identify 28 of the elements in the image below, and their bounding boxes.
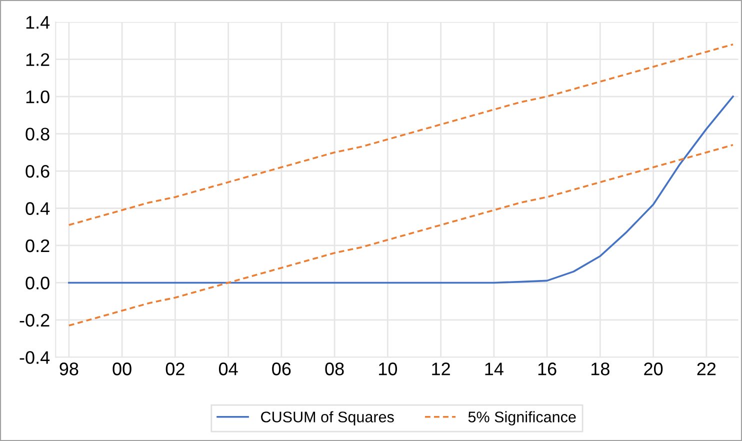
- line-series: [68, 144, 734, 326]
- y-tick-label: 0.2: [26, 239, 50, 252]
- x-tick-label: 00: [112, 362, 132, 376]
- x-tick-label: 02: [166, 362, 184, 376]
- x-tick-label: 04: [218, 362, 238, 376]
- x-tick-label: 18: [592, 362, 610, 376]
- x-tick-label: 22: [697, 362, 716, 376]
- x-tick-label: 20: [644, 362, 663, 376]
- legend-label: 5% Significance: [468, 411, 576, 426]
- x-tick-label: 12: [432, 362, 450, 376]
- x-tick-label: 08: [325, 362, 344, 376]
- y-tick-label: 0.0: [26, 276, 50, 290]
- y-tick-label: 0.6: [26, 164, 50, 178]
- x-tick-label: 16: [538, 362, 556, 376]
- y-tick-label: 1.2: [26, 53, 50, 66]
- x-tick-label: 06: [272, 362, 291, 376]
- x-tick-label: 98: [60, 362, 78, 376]
- y-tick-label: 0.8: [26, 128, 50, 140]
- x-tick-label: 14: [485, 362, 504, 376]
- legend-label: CUSUM of Squares: [261, 411, 394, 426]
- y-tick-label: -0.4: [20, 351, 50, 364]
- y-tick-label: 1.4: [26, 16, 50, 29]
- line-series: [68, 43, 734, 226]
- line-series: [68, 96, 734, 284]
- y-tick-label: -0.2: [20, 314, 50, 327]
- y-tick-label: 0.4: [26, 202, 50, 215]
- x-tick-label: 10: [379, 362, 398, 376]
- y-tick-label: 1.0: [26, 90, 50, 104]
